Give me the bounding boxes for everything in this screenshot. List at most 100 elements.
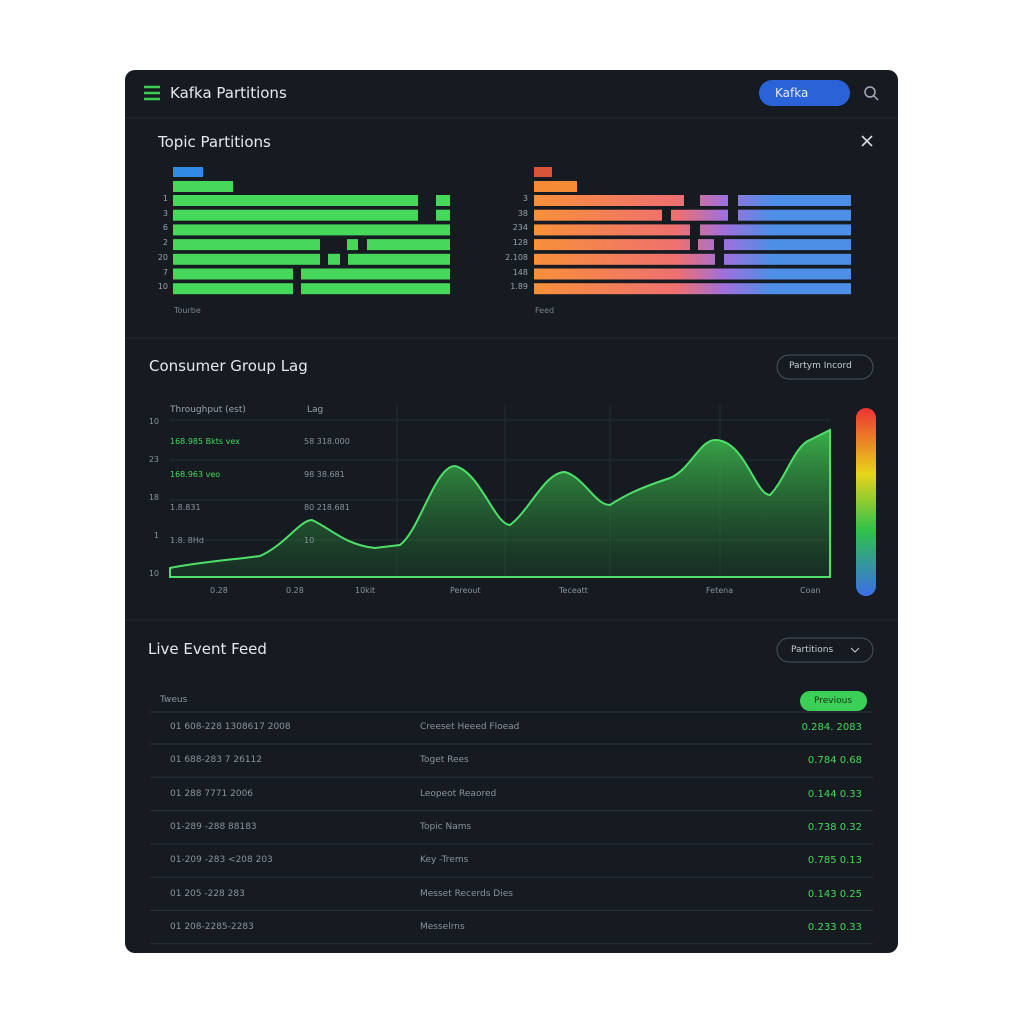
event-value: 0.738 0.32 [807, 821, 862, 833]
lag-cell: 58 318.000 [304, 437, 350, 446]
lag-area [169, 428, 831, 578]
x-label: Pereout [450, 586, 481, 595]
partition-bar [173, 167, 203, 177]
partition-bar [738, 209, 851, 221]
y-label: 23 [148, 455, 159, 464]
partition-load-button[interactable] [776, 354, 874, 380]
table-header: Throughput (est) [170, 405, 246, 415]
y-label: 10 [148, 417, 159, 426]
event-type: Messelrns [420, 921, 465, 932]
row-label: 20 [157, 252, 168, 262]
partition-bar [301, 268, 450, 280]
row-label: 234 [512, 223, 528, 233]
partition-bar [173, 195, 418, 206]
button-label: Partym Incord [789, 361, 852, 371]
partition-bar [348, 253, 450, 265]
kafka-button[interactable] [759, 80, 850, 106]
lag-cell: 1.8.831 [170, 503, 201, 512]
partition-bar [436, 209, 450, 221]
search-icon[interactable] [864, 86, 879, 101]
x-label: Coan [800, 586, 821, 595]
x-label: Teceatt [559, 586, 588, 595]
section-title: Topic Partitions [158, 133, 271, 151]
y-label: 18 [148, 493, 159, 502]
table-header: Lag [307, 405, 324, 415]
partition-bar [700, 195, 728, 206]
x-label: Fetena [706, 586, 734, 595]
partition-bar [173, 224, 450, 236]
partition-bar [173, 253, 320, 265]
x-label: 0.28 [286, 586, 304, 595]
partition-bar [173, 239, 320, 251]
event-time: 01 688-283 7 26112 [170, 755, 262, 766]
partition-bar [347, 239, 358, 251]
row-label: 38 [517, 208, 528, 218]
event-type: Leopeot Reaored [420, 788, 497, 799]
section-title: Consumer Group Lag [149, 357, 308, 375]
partition-bar [534, 283, 851, 295]
event-value: 0.143 0.25 [807, 888, 862, 900]
event-value: 0.284. 2083 [801, 722, 862, 733]
event-value: 0.784 0.68 [807, 755, 862, 767]
section-title: Live Event Feed [148, 640, 267, 658]
close-icon[interactable] [861, 135, 873, 147]
row-label: 1.89 [510, 282, 528, 292]
partition-bar [534, 209, 662, 221]
partition-bar [700, 224, 851, 236]
badge-label: Previous [814, 696, 853, 706]
partition-bar [724, 253, 851, 265]
button-label: Kafka [775, 86, 809, 100]
lag-cell: 98 38.681 [304, 470, 345, 479]
partition-bar [738, 195, 851, 206]
partition-bar [534, 195, 684, 206]
lag-cell: 168.963 veo [170, 470, 221, 479]
row-label: 7 [162, 267, 168, 277]
lag-legend [856, 408, 876, 596]
x-label: 10kit [355, 586, 376, 595]
row-label: 3 [162, 208, 168, 218]
row-label: 148 [512, 267, 528, 277]
previous-badge[interactable] [800, 691, 867, 711]
event-time: 01-209 -283 <208 203 [170, 855, 273, 866]
row-label: 128 [512, 238, 528, 248]
x-label: 0.28 [210, 586, 228, 595]
partition-bar [698, 239, 714, 251]
event-type: Toget Rees [420, 755, 469, 766]
partitions-dropdown[interactable] [776, 637, 874, 663]
event-time: 01-289 -288 88183 [170, 821, 257, 832]
event-value: 0.233 0.33 [807, 921, 862, 933]
row-label: 6 [162, 223, 168, 233]
row-label: 3 [522, 194, 528, 203]
lag-cell: 1.8. 8Hd [170, 536, 204, 545]
partition-bar [173, 268, 293, 280]
event-type: Key -Trems [420, 855, 469, 866]
y-label: 10 [148, 569, 159, 578]
partition-bar [301, 283, 450, 295]
partition-bar [534, 268, 851, 280]
partition-bar [534, 224, 690, 236]
event-time: 01 608-228 1308617 2008 [170, 722, 291, 732]
event-type: Topic Nams [420, 821, 472, 832]
row-label: 10 [157, 282, 168, 292]
partition-bar [724, 239, 851, 251]
partition-bar [534, 181, 577, 192]
partition-bar [328, 253, 340, 265]
column-header: Tweus [160, 695, 188, 705]
panel-footer: Feed [535, 306, 555, 315]
partition-bars [173, 167, 851, 295]
lag-cell: 10 [304, 536, 315, 545]
app-title: Kafka Partitions [170, 84, 287, 102]
partition-bar [436, 195, 450, 206]
partition-bar [173, 181, 233, 192]
event-type: Creeset Heeed Floead [420, 722, 520, 732]
row-label: 2.108 [505, 252, 528, 262]
menu-icon[interactable] [144, 85, 160, 101]
partition-bar [173, 209, 418, 221]
partition-bar [367, 239, 450, 251]
panel-footer: Tourbe [174, 306, 201, 315]
partition-bar [534, 253, 715, 265]
partition-bar [534, 167, 552, 177]
partition-bar [534, 239, 690, 251]
